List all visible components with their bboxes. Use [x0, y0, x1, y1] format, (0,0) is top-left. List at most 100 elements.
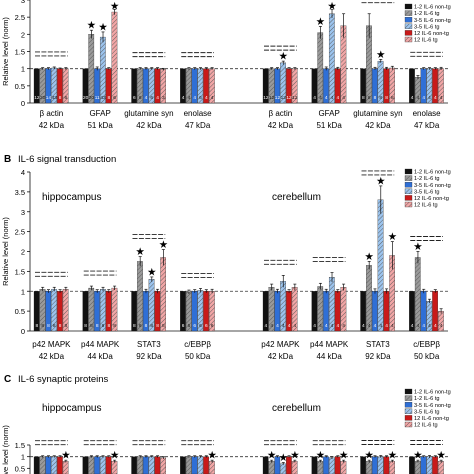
- bar: [111, 461, 118, 474]
- y-tick-label: 0.5: [15, 307, 25, 316]
- n-label: 4: [319, 323, 322, 329]
- bar: [88, 456, 95, 474]
- y-tick-label: 2: [21, 30, 25, 39]
- x-category-label: c/EBPβ: [184, 340, 211, 349]
- n-label: 6: [150, 95, 153, 101]
- bar-group: ★: [82, 440, 120, 474]
- x-kda-label: 92 kDa: [365, 352, 391, 361]
- n-label: 4: [282, 323, 285, 329]
- bar: [82, 291, 89, 332]
- region-label: hippocampus: [42, 403, 101, 414]
- n-label: 4: [325, 95, 328, 101]
- bar: [328, 457, 335, 474]
- n-label: 4: [294, 323, 297, 329]
- bar: [360, 291, 367, 332]
- x-category-label: p44 MAPK: [81, 340, 120, 349]
- legend-swatch: [404, 175, 413, 181]
- x-kda-label: 42 kDa: [39, 121, 65, 130]
- legend-entry-label: 12 IL-6 tg: [414, 203, 438, 209]
- bar: [317, 32, 324, 104]
- significance-star: ★: [414, 242, 423, 252]
- n-label: 4: [362, 323, 365, 329]
- legend-swatch: [404, 408, 413, 414]
- bar: [180, 456, 186, 474]
- legend-swatch: [404, 388, 413, 395]
- significance-star: ★: [279, 51, 288, 61]
- panel-c: C IL-6 synaptic proteins 0.5 1 1.5 Relative l…: [1, 374, 451, 474]
- legend-swatch: [404, 395, 413, 401]
- bar-group: ★ ★: [311, 440, 349, 474]
- x-kda-label: 44 kDa: [316, 352, 342, 361]
- x-kda-label: 42 kDa: [268, 352, 294, 361]
- legend-entry-label: 3-5 IL-6 non-tg: [414, 18, 451, 24]
- x-kda-label: 44 kDa: [87, 352, 113, 361]
- x-category-label: GFAP: [89, 109, 110, 118]
- legend-swatch: [404, 201, 413, 208]
- n-label: 8: [41, 323, 44, 329]
- bar: [39, 456, 46, 474]
- legend-entry-label: 3-5 IL-6 non-tg: [414, 403, 451, 409]
- n-label: 4: [379, 323, 382, 329]
- n-label: 8: [59, 95, 62, 101]
- n-label: 11: [95, 95, 100, 101]
- bar: [328, 13, 335, 104]
- n-label: 4: [288, 323, 291, 329]
- bar: [209, 461, 215, 474]
- legend-swatch: [404, 36, 413, 43]
- legend-swatch: [404, 182, 413, 188]
- region-label: cerebellum: [272, 403, 321, 414]
- y-tick-label: 3.5: [15, 188, 25, 197]
- n-label: 8: [362, 95, 365, 101]
- legend-entry-label: 12 IL-6 non-tg: [414, 31, 449, 37]
- bar: [366, 265, 372, 332]
- n-label: 4: [336, 323, 339, 329]
- bar: [197, 456, 204, 474]
- bar: [131, 68, 138, 104]
- legend-entry-label: 3-5 IL-6 tg: [414, 24, 440, 30]
- n-label: 8: [96, 323, 99, 329]
- panel-label: C: [4, 374, 11, 385]
- legend-swatch: [404, 23, 413, 29]
- n-label: 12: [263, 95, 269, 101]
- n-label: 8: [368, 95, 371, 101]
- n-label: 4: [276, 323, 279, 329]
- legend-swatch: [404, 402, 413, 408]
- significance-star: ★: [377, 176, 386, 186]
- bar: [377, 199, 384, 332]
- bar-group: 4★4 4★4 4 4: [311, 1, 347, 104]
- x-category-label: glutamine syn: [124, 109, 173, 118]
- bar: [323, 456, 329, 474]
- n-label: 8: [107, 95, 110, 101]
- n-label: 4: [411, 95, 414, 101]
- bar: [82, 68, 89, 104]
- bar: [137, 261, 143, 332]
- bar-group: ★: [180, 440, 217, 474]
- bar-group: 12 12 12★12 12 12: [262, 45, 298, 104]
- y-tick-label: 2: [21, 248, 25, 257]
- legend-entry-label: 3-5 IL-6 non-tg: [414, 183, 451, 189]
- n-label: 20: [83, 95, 89, 101]
- n-label: 6: [193, 323, 196, 329]
- y-tick-label: 1: [21, 287, 25, 296]
- legend-entry-label: 12 IL-6 non-tg: [414, 416, 449, 422]
- x-category-label: c/EBPβ: [413, 340, 440, 349]
- y-tick-label: 1: [21, 453, 25, 462]
- n-label: 4: [331, 323, 334, 329]
- x-kda-label: 47 kDa: [185, 121, 211, 130]
- n-label: 12: [34, 95, 40, 101]
- legend-entry-label: 1-2 IL-6 non-tg: [414, 170, 451, 176]
- significance-star: ★: [388, 232, 397, 242]
- significance-star: ★: [340, 450, 349, 460]
- n-label: 6: [211, 323, 214, 329]
- n-label: 4: [156, 95, 159, 101]
- bar: [317, 461, 324, 474]
- n-label: 6: [199, 95, 202, 101]
- bar: [51, 456, 57, 474]
- y-tick-label: 2.5: [15, 13, 25, 22]
